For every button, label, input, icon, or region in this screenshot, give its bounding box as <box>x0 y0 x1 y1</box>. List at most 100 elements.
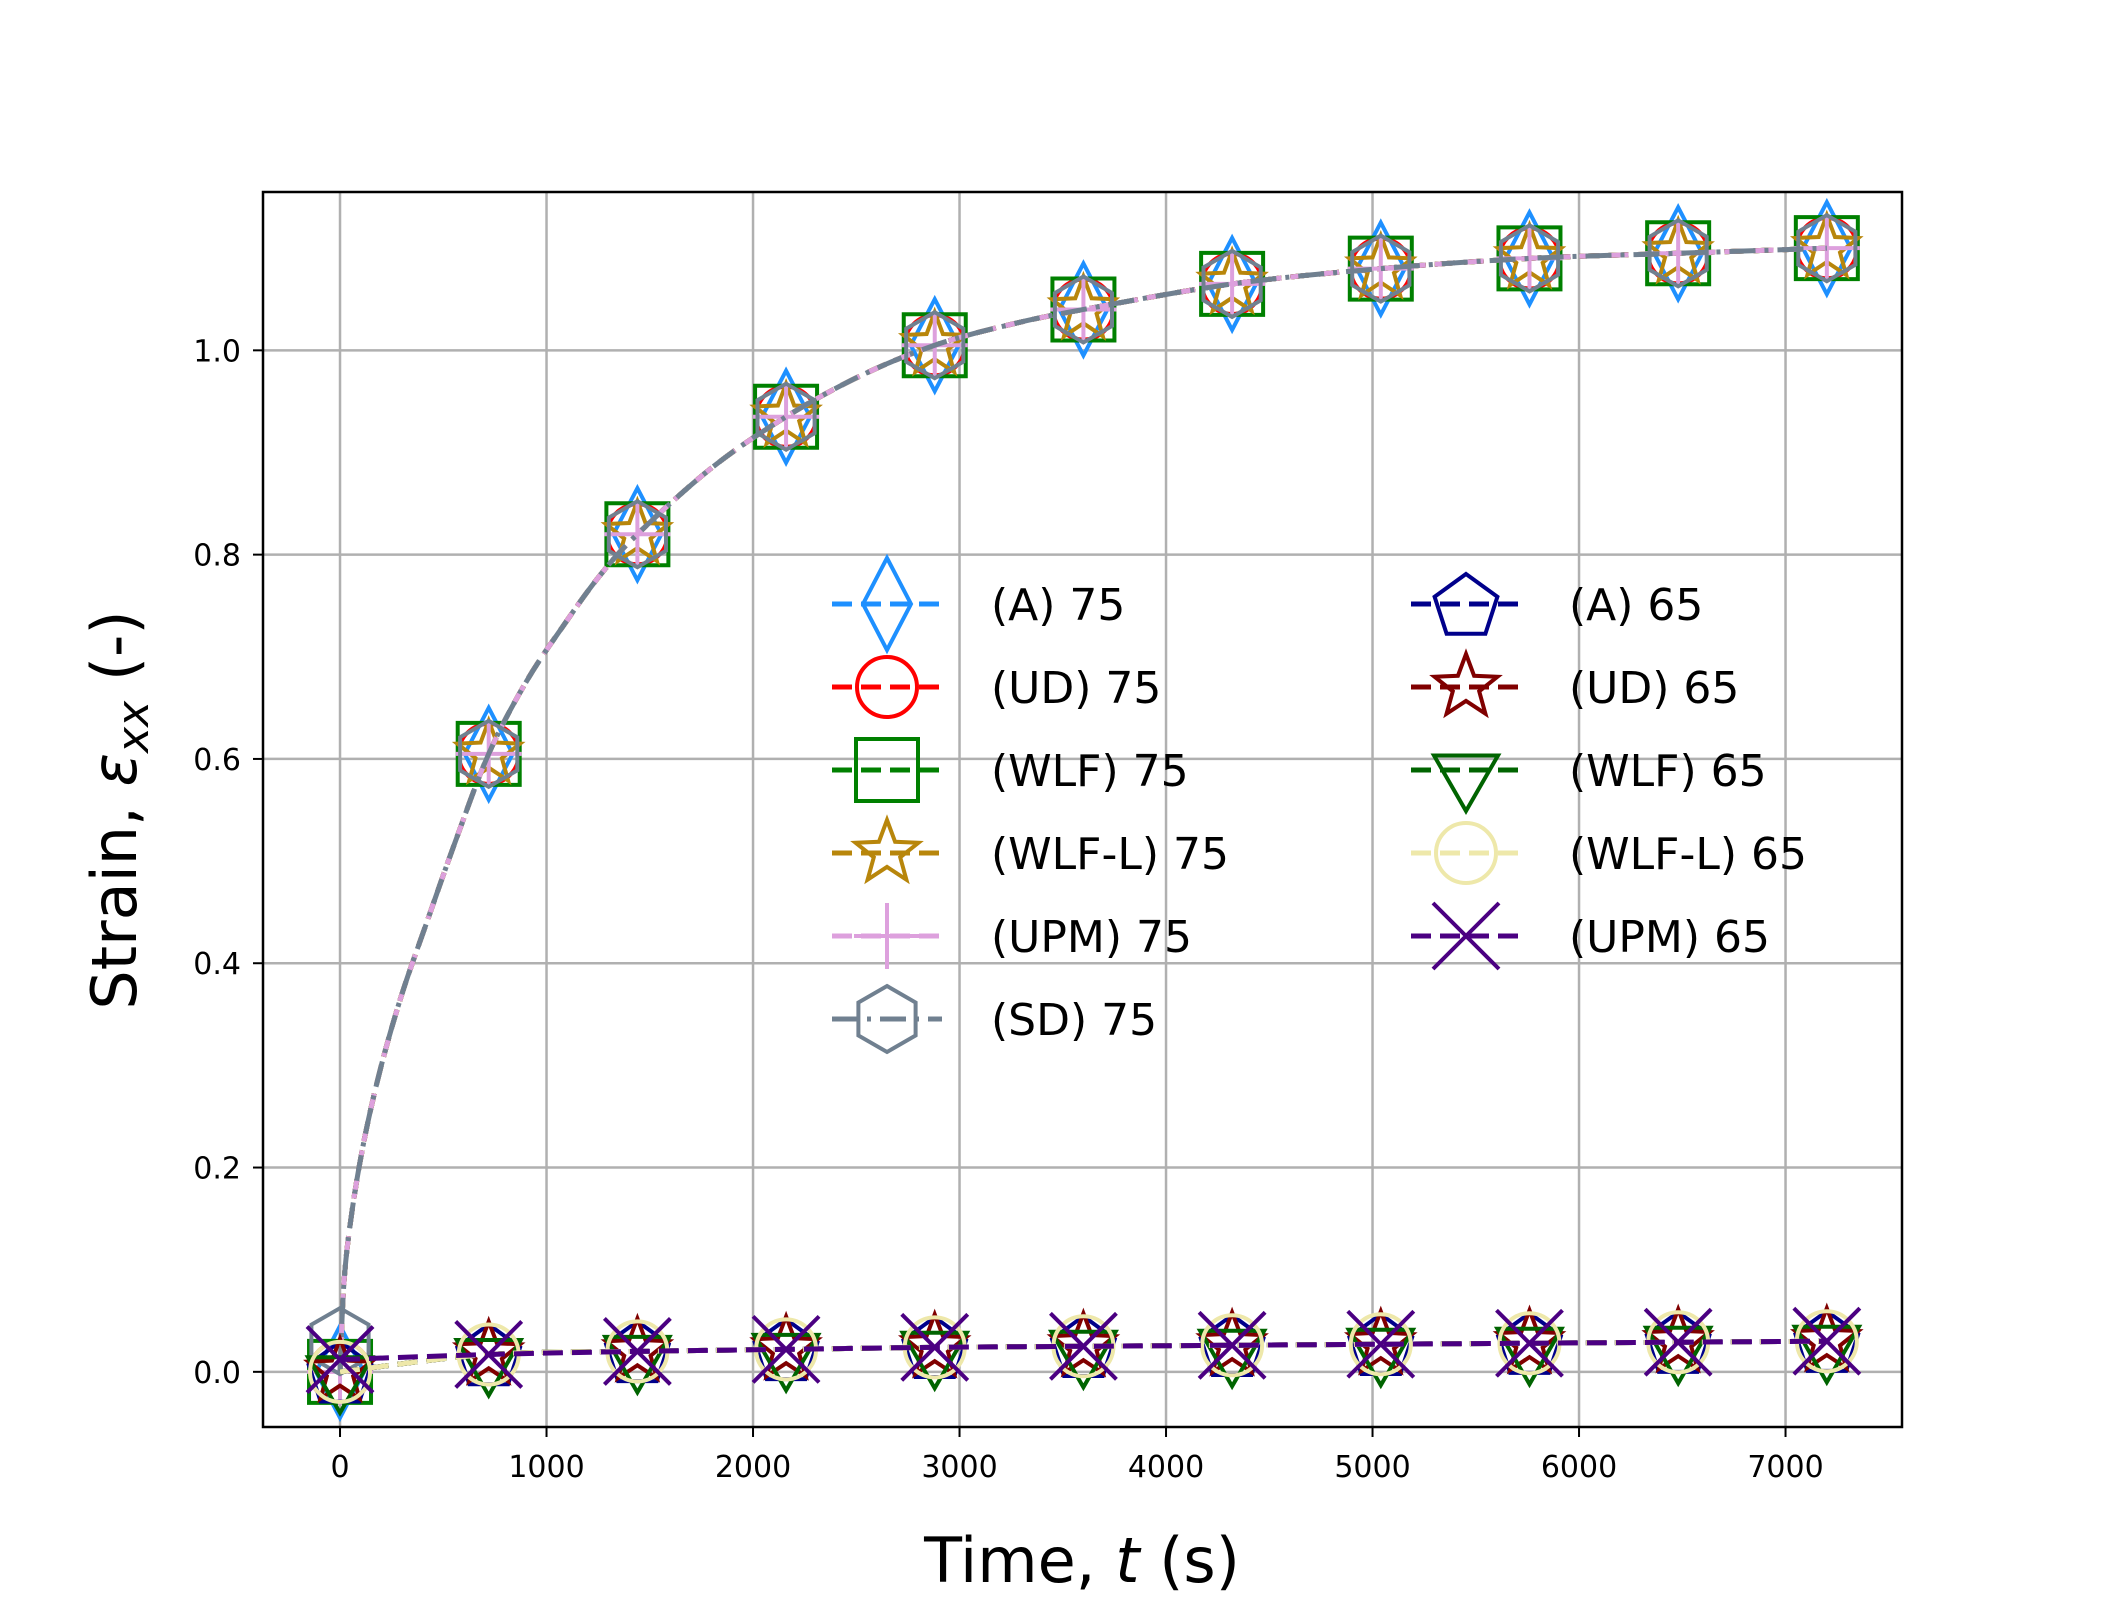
data-point-thin-diamond <box>1800 197 1854 299</box>
data-point-plus <box>604 501 671 568</box>
data-point-x <box>751 1314 821 1384</box>
series-sd-75 <box>309 212 1858 1377</box>
data-point-star <box>749 1310 823 1381</box>
data-point-x <box>1049 1311 1118 1381</box>
data-point-star <box>451 1315 526 1386</box>
data-point-star <box>1492 1304 1567 1375</box>
data-point-circle <box>308 1339 373 1404</box>
x-tick-label: 5000 <box>1334 1450 1410 1485</box>
data-point-hexagon <box>458 718 520 790</box>
series-line <box>337 245 1827 1372</box>
legend-label: (WLF) 65 <box>1569 746 1767 797</box>
data-point-star <box>1789 1302 1864 1373</box>
data-point-thin-diamond <box>1205 233 1259 335</box>
legend-item: (UD) 65 <box>1411 648 1739 719</box>
legend-item: (WLF-L) 75 <box>832 814 1229 885</box>
data-point-square <box>455 720 522 787</box>
legend-label: (WLF-L) 65 <box>1569 829 1807 880</box>
y-axis-label: Strain, εxx (-) <box>78 610 159 1009</box>
data-point-thin-diamond <box>759 366 813 468</box>
data-point-circle <box>1794 1309 1859 1374</box>
data-point-thin-diamond <box>1651 202 1705 304</box>
legend-marker-star <box>850 814 924 885</box>
ticks: 0 1000 2000 3000 4000 5000 6000 7000 0.0 0.2 0.4 0.… <box>193 334 1823 1485</box>
data-point-thin-diamond <box>1503 208 1556 309</box>
data-point-hexagon <box>1052 274 1114 345</box>
legend-marker-x <box>1431 901 1501 971</box>
legend-marker-hexagon <box>856 983 918 1055</box>
legend-marker-pentagon <box>1432 571 1500 636</box>
data-point-x <box>1643 1307 1713 1377</box>
legend-label: (A) 75 <box>991 580 1125 631</box>
data-point-star <box>1343 1305 1418 1376</box>
y-tick-label: 0.2 <box>193 1152 241 1187</box>
data-point-x <box>1346 1309 1416 1379</box>
x-axis-label: Time, t (s) <box>923 1524 1240 1597</box>
x-tick-label: 0 <box>330 1450 349 1485</box>
data-point-square <box>1645 220 1712 287</box>
axes-frame <box>261 190 1904 1429</box>
data-point-x <box>1495 1308 1564 1378</box>
legend-item: (WLF) 65 <box>1411 746 1767 816</box>
x-tick-label: 3000 <box>921 1450 997 1485</box>
legend-marker-plus <box>854 903 920 969</box>
data-point-thin-diamond <box>1057 259 1110 360</box>
data-point-x <box>1792 1306 1862 1376</box>
data-point-x <box>1197 1310 1267 1380</box>
legend-item: (WLF) 75 <box>832 737 1189 803</box>
data-point-x <box>305 1325 375 1394</box>
legend-marker-triangle-down <box>1430 753 1502 816</box>
data-point-hexagon <box>309 1305 371 1377</box>
x-tick-label: 4000 <box>1128 1450 1204 1485</box>
legend-label: (WLF-L) 75 <box>991 829 1229 880</box>
data-point-hexagon <box>904 309 966 381</box>
legend-marker-square <box>854 737 920 803</box>
y-tick-label: 0.6 <box>193 743 241 778</box>
x-tick-label: 2000 <box>715 1450 791 1485</box>
data-point-square <box>604 501 671 568</box>
data-point-square <box>1347 235 1414 302</box>
x-tick-label: 1000 <box>508 1450 584 1485</box>
data-point-plus <box>753 383 820 450</box>
data-point-x <box>454 1320 524 1389</box>
legend-label: (UPM) 75 <box>991 912 1192 963</box>
legend-item: (SD) 75 <box>832 983 1157 1055</box>
legend-item: (WLF-L) 65 <box>1411 821 1807 885</box>
legend: (A) 75 (UD) 75 (WLF) 75 (WLF-L) 75 (UPM) 75 (… <box>832 553 1807 1055</box>
y-tick-label: 0.4 <box>193 947 241 982</box>
y-tick-label: 0.8 <box>193 539 241 574</box>
legend-item: (A) 65 <box>1411 571 1703 636</box>
data-point-star <box>1195 1306 1269 1377</box>
data-point-hexagon <box>1350 233 1412 304</box>
data-point-star <box>600 1312 675 1383</box>
data-point-hexagon <box>606 498 668 570</box>
legend-label: (UD) 75 <box>991 663 1161 714</box>
data-point-square <box>1199 250 1266 317</box>
data-point-x <box>900 1312 970 1382</box>
data-point-star <box>303 1333 377 1404</box>
legend-label: (A) 65 <box>1569 580 1703 631</box>
y-tick-label: 0.0 <box>193 1356 241 1391</box>
x-tick-label: 6000 <box>1541 1450 1617 1485</box>
data-point-hexagon <box>1647 217 1709 289</box>
data-point-circle <box>1348 1312 1413 1377</box>
data-point-thin-diamond <box>462 703 515 805</box>
data-point-square <box>307 1338 374 1405</box>
data-point-plus <box>1199 250 1266 317</box>
legend-item: (UPM) 75 <box>832 903 1192 969</box>
data-point-square <box>1793 215 1860 282</box>
legend-item: (UD) 75 <box>832 655 1161 719</box>
data-point-hexagon <box>1498 223 1561 294</box>
plot-area <box>303 197 1864 1423</box>
data-point-x <box>602 1316 672 1386</box>
data-point-star <box>897 1308 972 1379</box>
data-point-square <box>1050 276 1117 343</box>
legend-marker-circle <box>1433 821 1499 885</box>
legend-item: (A) 75 <box>832 553 1125 655</box>
data-point-circle <box>1200 1313 1265 1378</box>
data-point-square <box>1496 225 1563 292</box>
legend-label: (SD) 75 <box>991 995 1157 1046</box>
y-tick-label: 1.0 <box>193 334 241 369</box>
data-point-hexagon <box>1796 212 1858 284</box>
